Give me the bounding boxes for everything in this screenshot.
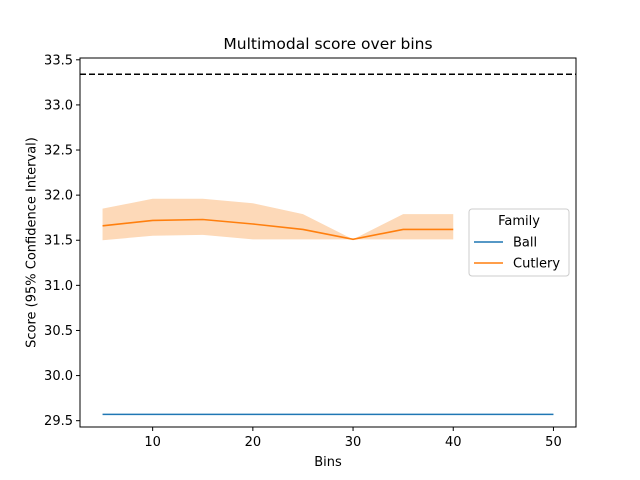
axes-frame: [79, 57, 577, 428]
chart-title: Multimodal score over bins: [223, 35, 432, 53]
x-tick-label: 30: [345, 435, 362, 450]
legend-box: [468, 208, 570, 277]
legend-label-cutlery: Cutlery: [513, 257, 560, 272]
y-tick-label: 31.5: [44, 234, 73, 249]
plot-area: [80, 73, 576, 416]
x-axis: 10 20 30 40 50: [144, 427, 562, 450]
series-line-cutlery: [102, 218, 454, 241]
x-tick-label: 20: [245, 435, 262, 450]
y-tick-label: 30.0: [44, 369, 73, 384]
x-tick-label: 10: [144, 435, 161, 450]
y-axis-label: Score (95% Confidence Interval): [25, 137, 40, 348]
legend-label-ball: Ball: [513, 236, 537, 251]
y-tick-label: 32.0: [44, 189, 73, 204]
y-axis: 29.5 30.0 30.5 31.0 31.5 32.0 32.5 33.0 33.5: [44, 53, 80, 429]
y-tick-label: 33.0: [44, 98, 73, 113]
y-tick-label: 32.5: [44, 144, 73, 159]
legend-items: Ball Cutlery: [474, 236, 560, 272]
y-tick-label: 31.0: [44, 279, 73, 294]
y-tick-label: 30.5: [44, 324, 73, 339]
x-tick-label: 40: [445, 435, 462, 450]
x-tick-label: 50: [545, 435, 562, 450]
ci-band-cutlery: [102, 198, 454, 241]
legend-title: Family: [498, 214, 540, 229]
y-tick-label: 33.5: [44, 53, 73, 68]
x-axis-label: Bins: [314, 455, 342, 470]
legend: Family Ball Cutlery: [468, 208, 570, 277]
y-tick-label: 29.5: [44, 414, 73, 429]
